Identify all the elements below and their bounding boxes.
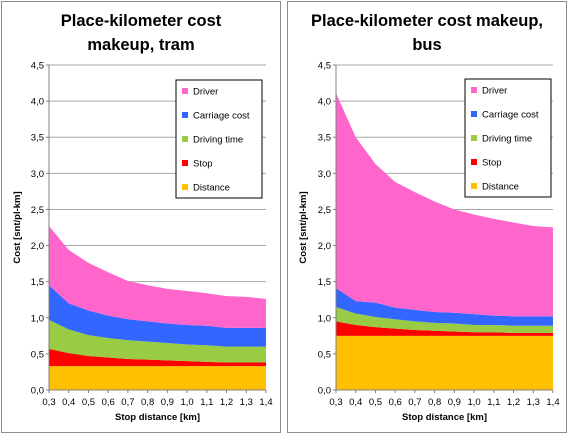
y-tick-label: 0,0 xyxy=(318,386,331,397)
x-tick-label: 0,9 xyxy=(161,397,174,408)
legend-swatch-distance xyxy=(471,183,477,189)
legend-label-carriage-cost: Carriage cost xyxy=(482,110,539,121)
x-tick-label: 0,7 xyxy=(121,397,134,408)
y-tick-label: 2,0 xyxy=(318,241,331,252)
y-tick-label: 1,0 xyxy=(31,313,44,324)
legend-label-distance: Distance xyxy=(193,183,230,194)
x-tick-label: 1,0 xyxy=(467,397,480,408)
legend-label-stop: Stop xyxy=(482,158,502,169)
x-tick-label: 0,3 xyxy=(42,397,55,408)
area-driving-time xyxy=(336,306,553,333)
y-tick-label: 4,5 xyxy=(31,61,44,72)
legend-label-driving-time: Driving time xyxy=(193,135,243,146)
legend-swatch-stop xyxy=(471,159,477,165)
legend-box xyxy=(175,79,263,199)
tram-chart-panel: Place-kilometer cost makeup, tram 0,0 0,5… xyxy=(1,1,281,433)
y-axis-label: Cost [snt/pl-km] xyxy=(12,191,23,263)
y-tick-label: 3,5 xyxy=(318,133,331,144)
area-distance xyxy=(49,366,266,390)
x-tick-label: 1,1 xyxy=(487,397,500,408)
x-tick-label: 0,3 xyxy=(329,397,342,408)
chart-title-line-2: bus xyxy=(412,36,442,54)
y-tick-label: 0,0 xyxy=(31,386,44,397)
x-tick-label: 0,4 xyxy=(349,397,362,408)
y-tick-label: 3,5 xyxy=(31,133,44,144)
x-tick-label: 0,8 xyxy=(141,397,154,408)
x-tick-label: 0,5 xyxy=(82,397,95,408)
y-tick-label: 2,5 xyxy=(31,205,44,216)
y-axis-label: Cost [snt/pl-km] xyxy=(298,191,309,263)
chart-title-line-2: makeup, tram xyxy=(87,36,195,54)
area-stop xyxy=(49,348,266,367)
x-tick-label: 1,3 xyxy=(240,397,253,408)
y-tick-label: 1,5 xyxy=(31,277,44,288)
x-tick-label: 0,4 xyxy=(62,397,75,408)
legend-swatch-driver xyxy=(182,88,188,94)
legend-swatch-distance xyxy=(182,184,188,190)
y-tick-label: 4,5 xyxy=(318,61,331,72)
legend-label-carriage-cost: Carriage cost xyxy=(193,111,250,122)
y-tick-label: 3,0 xyxy=(31,169,44,180)
legend-swatch-driving-time xyxy=(182,136,188,142)
area-distance xyxy=(336,335,553,390)
legend-swatch-driving-time xyxy=(471,135,477,141)
area-driver xyxy=(49,226,266,328)
bus-chart-plot: 0,0 0,5 1,0 1,5 2,0 2,5 3,0 3,5 4,0 4,5 0,3 0,4 0,5 0… xyxy=(298,61,560,424)
y-tick-label: 2,5 xyxy=(318,205,331,216)
legend-label-stop: Stop xyxy=(193,159,213,170)
area-driving-time xyxy=(49,319,266,363)
area-driver xyxy=(336,93,553,317)
y-tick-label: 4,0 xyxy=(31,97,44,108)
y-tick-label: 4,0 xyxy=(318,97,331,108)
legend-swatch-stop xyxy=(182,160,188,166)
area-stop xyxy=(336,321,553,336)
x-tick-label: 0,6 xyxy=(389,397,402,408)
x-tick-label: 1,0 xyxy=(180,397,193,408)
bus-chart-panel: Place-kilometer cost makeup, bus 0,0 0,5 1… xyxy=(287,1,567,433)
y-tick-label: 1,0 xyxy=(318,313,331,324)
x-tick-label: 1,4 xyxy=(546,397,559,408)
x-tick-label: 0,5 xyxy=(369,397,382,408)
legend-swatch-carriage-cost xyxy=(182,112,188,118)
legend-label-driver: Driver xyxy=(482,86,507,97)
chart-title-line-1: Place-kilometer cost makeup, xyxy=(310,12,543,30)
legend-swatch-driver xyxy=(471,87,477,93)
y-tick-label: 1,5 xyxy=(318,277,331,288)
legend-box xyxy=(464,78,552,198)
area-carriage-cost xyxy=(49,285,266,347)
x-tick-label: 1,3 xyxy=(527,397,540,408)
x-tick-label: 1,1 xyxy=(200,397,213,408)
x-tick-label: 0,7 xyxy=(408,397,421,408)
x-tick-label: 1,2 xyxy=(220,397,233,408)
x-tick-label: 0,9 xyxy=(448,397,461,408)
legend-label-distance: Distance xyxy=(482,182,519,193)
legend-label-driving-time: Driving time xyxy=(482,134,532,145)
y-tick-label: 0,5 xyxy=(31,349,44,360)
y-tick-label: 0,5 xyxy=(318,349,331,360)
legend-label-driver: Driver xyxy=(193,87,218,98)
y-tick-label: 3,0 xyxy=(318,169,331,180)
legend-swatch-carriage-cost xyxy=(471,111,477,117)
x-tick-label: 1,2 xyxy=(507,397,520,408)
x-axis-label: Stop distance [km] xyxy=(402,412,487,423)
x-tick-label: 1,4 xyxy=(259,397,272,408)
area-carriage-cost xyxy=(336,288,553,326)
x-axis-label: Stop distance [km] xyxy=(115,412,200,423)
tram-chart-plot: 0,0 0,5 1,0 1,5 2,0 2,5 3,0 3,5 4,0 4,5 0,3 0,4 0,5 0… xyxy=(12,61,273,424)
chart-title-line-1: Place-kilometer cost xyxy=(60,12,222,30)
y-tick-label: 2,0 xyxy=(31,241,44,252)
x-tick-label: 0,6 xyxy=(102,397,115,408)
x-tick-label: 0,8 xyxy=(428,397,441,408)
